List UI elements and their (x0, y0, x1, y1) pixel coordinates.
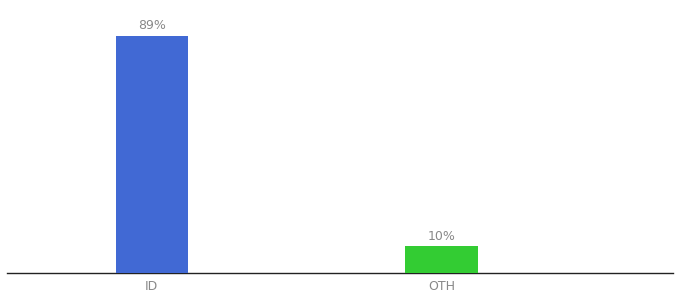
Bar (405, 247, 477, 273)
Text: 89%: 89% (138, 19, 166, 32)
Text: 10%: 10% (428, 230, 456, 242)
Bar (116, 36, 188, 273)
